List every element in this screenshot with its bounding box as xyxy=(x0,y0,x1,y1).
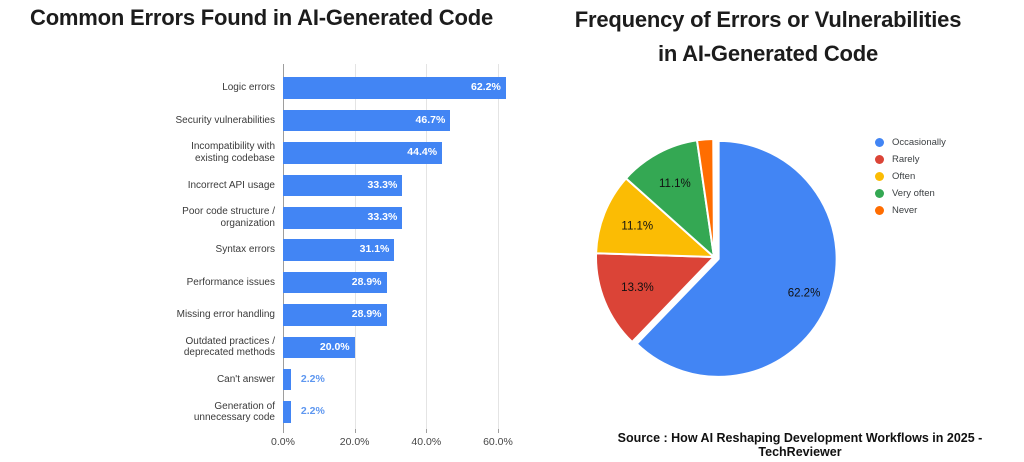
pie-slice-very-often xyxy=(624,139,715,258)
bar-value-label: 28.9% xyxy=(351,308,382,321)
axis-tick xyxy=(497,429,499,433)
legend-dot xyxy=(875,206,884,215)
pie-chart-title: Frequency of Errors or Vulnerabilities i… xyxy=(512,3,1024,71)
bar-row-label: Incorrect API usage xyxy=(187,179,275,191)
legend-item: Occasionally xyxy=(875,137,946,148)
pie-slice-label: 11.1% xyxy=(659,178,691,190)
legend-dot xyxy=(875,155,884,164)
bar-track: 28.9% xyxy=(283,271,513,294)
bar-chart-x-axis: 0.0% 20.0% 40.0% 60.0% xyxy=(271,436,513,450)
bar-value-label: 2.2% xyxy=(300,405,325,418)
legend-dot xyxy=(875,138,884,147)
bar-track: 2.2% xyxy=(283,401,513,423)
bar-row: Incorrect API usage 33.3% xyxy=(148,169,513,201)
bar-track: 28.9% xyxy=(283,304,513,326)
bar-track: 2.2% xyxy=(283,368,513,391)
axis-tick xyxy=(426,429,428,433)
bar: 33.3% xyxy=(283,174,403,197)
bar-row: Syntax errors 31.1% xyxy=(148,234,513,266)
bar: 46.7% xyxy=(283,109,451,132)
bar-row-label: Performance issues xyxy=(186,276,275,288)
bar xyxy=(283,368,291,391)
bar-chart-rows: Logic errors 62.2% Security vulnerabilitie… xyxy=(148,72,513,428)
bar-row-label: Can't answer xyxy=(216,373,275,385)
bar-track: 44.4% xyxy=(283,142,513,164)
bar-row: Outdated practices / deprecated methods 2… xyxy=(148,331,513,363)
bar-track: 33.3% xyxy=(283,207,513,229)
pie-slice-often xyxy=(595,177,715,258)
bar-chart-title: Common Errors Found in AI-Generated Code xyxy=(30,5,493,30)
legend-dot xyxy=(875,172,884,181)
bar: 28.9% xyxy=(283,271,387,294)
pie-slice-never xyxy=(696,138,715,258)
source-caption: Source : How AI Reshaping Development Wo… xyxy=(617,431,983,459)
legend-item: Never xyxy=(875,205,946,216)
bar xyxy=(283,401,291,423)
legend-item: Rarely xyxy=(875,154,946,165)
bar-value-label: 33.3% xyxy=(367,211,398,223)
gridline xyxy=(426,64,428,429)
bar-row-label: Generation of unnecessary code xyxy=(193,400,275,424)
bar-value-label: 20.0% xyxy=(319,340,350,353)
bar-track: 62.2% xyxy=(283,77,513,99)
bar-value-label: 44.4% xyxy=(407,146,438,159)
pie-chart-title-line1: Frequency of Errors or Vulnerabilities xyxy=(574,7,962,32)
bar-track: 31.1% xyxy=(283,239,513,261)
bar-row: Incompatibility with existing codebase 44… xyxy=(148,137,513,169)
bar-row-label: Syntax errors xyxy=(215,244,275,256)
bar-row: Security vulnerabilities 46.7% xyxy=(148,104,513,136)
bar-row: Generation of unnecessary code 2.2% xyxy=(148,396,513,428)
axis-tick xyxy=(283,429,284,433)
bar: 31.1% xyxy=(283,239,395,261)
bar-value-label: 31.1% xyxy=(359,243,390,256)
pie-chart-title-line2: in AI-Generated Code xyxy=(657,41,879,66)
bar-row-label: Security vulnerabilities xyxy=(175,114,276,126)
bar-value-label: 28.9% xyxy=(351,275,382,288)
x-axis-tick-label: 60.0% xyxy=(483,436,513,448)
bar-row-label: Poor code structure / organization xyxy=(182,206,275,229)
bar: 62.2% xyxy=(283,77,506,99)
bar-track: 33.3% xyxy=(283,174,513,197)
bar-value-label: 33.3% xyxy=(367,178,398,191)
legend-label: Often xyxy=(892,171,916,182)
pie-slice-label: 62.2% xyxy=(788,287,821,299)
bar-row: Poor code structure / organization 33.3% xyxy=(148,202,513,234)
legend-label: Rarely xyxy=(892,154,920,165)
bar: 33.3% xyxy=(283,207,403,229)
legend-label: Very often xyxy=(892,188,935,199)
bar-row: Can't answer 2.2% xyxy=(148,364,513,396)
bar-row: Performance issues 28.9% xyxy=(148,266,513,298)
legend-label: Never xyxy=(892,205,918,216)
bar-value-label: 62.2% xyxy=(471,81,501,94)
bar: 28.9% xyxy=(283,304,387,326)
pie-slice-rarely xyxy=(595,252,715,343)
pie-slice-label: 13.3% xyxy=(621,282,654,294)
pie-chart: 62.2% 13.3% 11.1% 11.1% xyxy=(595,138,838,378)
legend-item: Very often xyxy=(875,188,946,199)
bar-row: Missing error handling 28.9% xyxy=(148,299,513,331)
bar-row-label: Missing error handling xyxy=(176,309,275,321)
bar-track: 46.7% xyxy=(283,109,513,132)
bar-row-label: Incompatibility with existing codebase xyxy=(191,141,275,164)
x-axis-tick-label: 0.0% xyxy=(271,436,295,448)
bar: 20.0% xyxy=(283,336,355,359)
pie-legend: Occasionally Rarely Often Very often Never xyxy=(875,137,946,222)
pie-slice-occasionally xyxy=(635,139,838,378)
legend-dot xyxy=(875,189,884,198)
bar-row: Logic errors 62.2% xyxy=(148,72,513,104)
bar-track: 20.0% xyxy=(283,336,513,359)
legend-label: Occasionally xyxy=(892,137,946,148)
x-axis-tick-label: 40.0% xyxy=(411,436,442,448)
bar-row-label: Outdated practices / deprecated methods xyxy=(183,335,275,359)
axis-tick xyxy=(354,429,356,433)
pie-slice-label: 11.1% xyxy=(621,220,653,232)
bar-value-label: 46.7% xyxy=(415,113,446,126)
bar: 44.4% xyxy=(283,142,443,164)
legend-item: Often xyxy=(875,171,946,182)
x-axis-tick-label: 20.0% xyxy=(339,436,370,448)
gridline xyxy=(497,64,499,429)
bar-row-label: Logic errors xyxy=(222,82,275,94)
bar-value-label: 2.2% xyxy=(300,372,325,385)
